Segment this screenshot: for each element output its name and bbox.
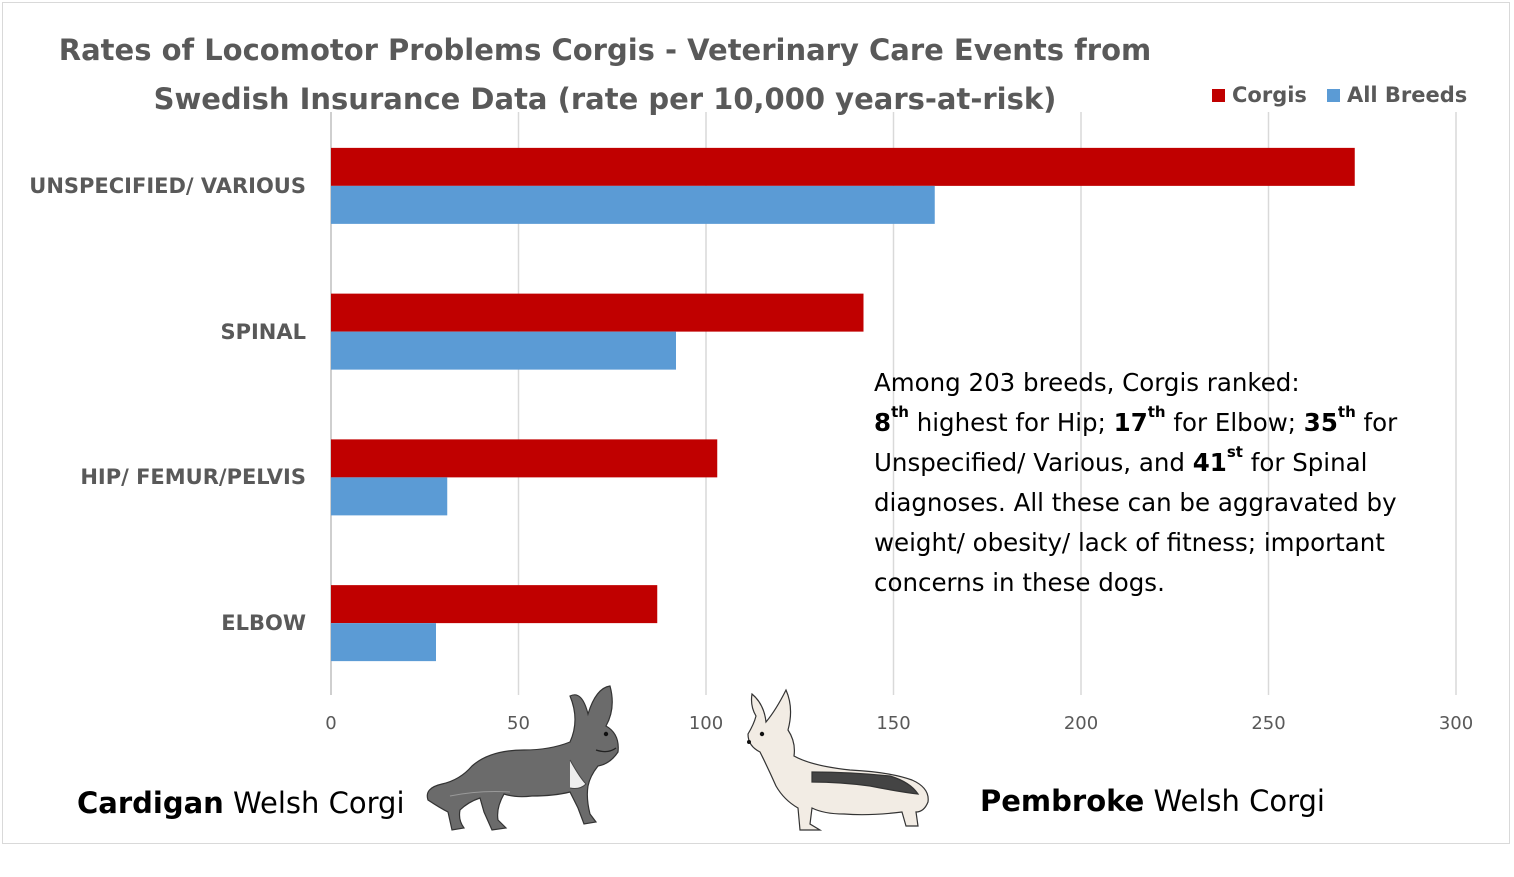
x-tick-label-150: 150 xyxy=(876,713,911,734)
legend-item-corgis: Corgis xyxy=(1212,83,1307,107)
bar-corgis-3 xyxy=(331,585,658,624)
legend-swatch-corgis xyxy=(1212,88,1225,102)
legend-label-corgis: Corgis xyxy=(1232,83,1307,107)
pembroke-name-bold: Pembroke xyxy=(980,784,1145,818)
unspecified-rank-suffix: th xyxy=(1337,403,1356,421)
pembroke-name-rest: Welsh Corgi xyxy=(1144,784,1325,818)
spinal-rank-suffix: st xyxy=(1226,443,1243,461)
category-label-1: SPINAL xyxy=(220,319,306,344)
cardigan-corgi-image xyxy=(426,685,619,831)
x-tick-label-50: 50 xyxy=(507,713,530,734)
hip-text: highest for Hip; xyxy=(908,408,1114,437)
bar-all-breeds-0 xyxy=(331,185,935,224)
category-label-0: UNSPECIFIED/ VARIOUS xyxy=(29,173,306,198)
elbow-rank: 17 xyxy=(1113,408,1148,437)
hip-rank-suffix: th xyxy=(891,403,909,421)
bar-corgis-2 xyxy=(331,439,718,478)
x-tick-label-100: 100 xyxy=(688,713,724,734)
category-label-3: ELBOW xyxy=(221,611,306,636)
spinal-text: for Spinal diagnoses. All these can be a… xyxy=(874,448,1397,597)
unspecified-text: for Unspecified/ Various, and xyxy=(874,408,1398,477)
bar-corgis-0 xyxy=(331,147,1355,186)
pembroke-corgi-image xyxy=(747,688,929,831)
cardigan-name-bold: Cardigan xyxy=(77,786,224,820)
chart-title-line-1: Rates of Locomotor Problems Corgis - Vet… xyxy=(58,33,1152,67)
legend-item-all-breeds: All Breeds xyxy=(1326,83,1468,107)
chart-title: Rates of Locomotor Problems Corgis - Vet… xyxy=(0,26,1210,124)
x-tick-label-0: 0 xyxy=(325,713,337,734)
legend: Corgis All Breeds xyxy=(1212,83,1467,107)
x-tick-label-250: 250 xyxy=(1251,713,1286,734)
bar-all-breeds-2 xyxy=(331,477,448,516)
annotation-line-1: Among 203 breeds, Corgis ranked: xyxy=(874,368,1300,397)
bar-corgis-1 xyxy=(331,293,864,332)
hip-rank: 8 xyxy=(874,408,892,437)
legend-swatch-all-breeds xyxy=(1326,88,1340,102)
bar-all-breeds-3 xyxy=(331,623,436,662)
legend-label-all-breeds: All Breeds xyxy=(1346,83,1468,107)
pembroke-caption: Pembroke Welsh Corgi xyxy=(980,784,1325,818)
unspecified-rank: 35 xyxy=(1303,408,1338,437)
elbow-rank-suffix: th xyxy=(1147,403,1166,421)
bar-all-breeds-1 xyxy=(331,331,676,370)
x-tick-label-300: 300 xyxy=(1438,713,1474,734)
cardigan-caption: Cardigan Welsh Corgi xyxy=(77,786,405,820)
chart-title-line-2: Swedish Insurance Data (rate per 10,000 … xyxy=(153,82,1057,116)
ranking-annotation: Among 203 breeds, Corgis ranked: 8th hig… xyxy=(874,363,1474,603)
x-tick-label-200: 200 xyxy=(1063,713,1099,734)
cardigan-name-rest: Welsh Corgi xyxy=(223,786,405,820)
spinal-rank: 41 xyxy=(1192,448,1227,477)
elbow-text: for Elbow; xyxy=(1165,408,1304,437)
category-label-2: HIP/ FEMUR/PELVIS xyxy=(80,465,306,490)
